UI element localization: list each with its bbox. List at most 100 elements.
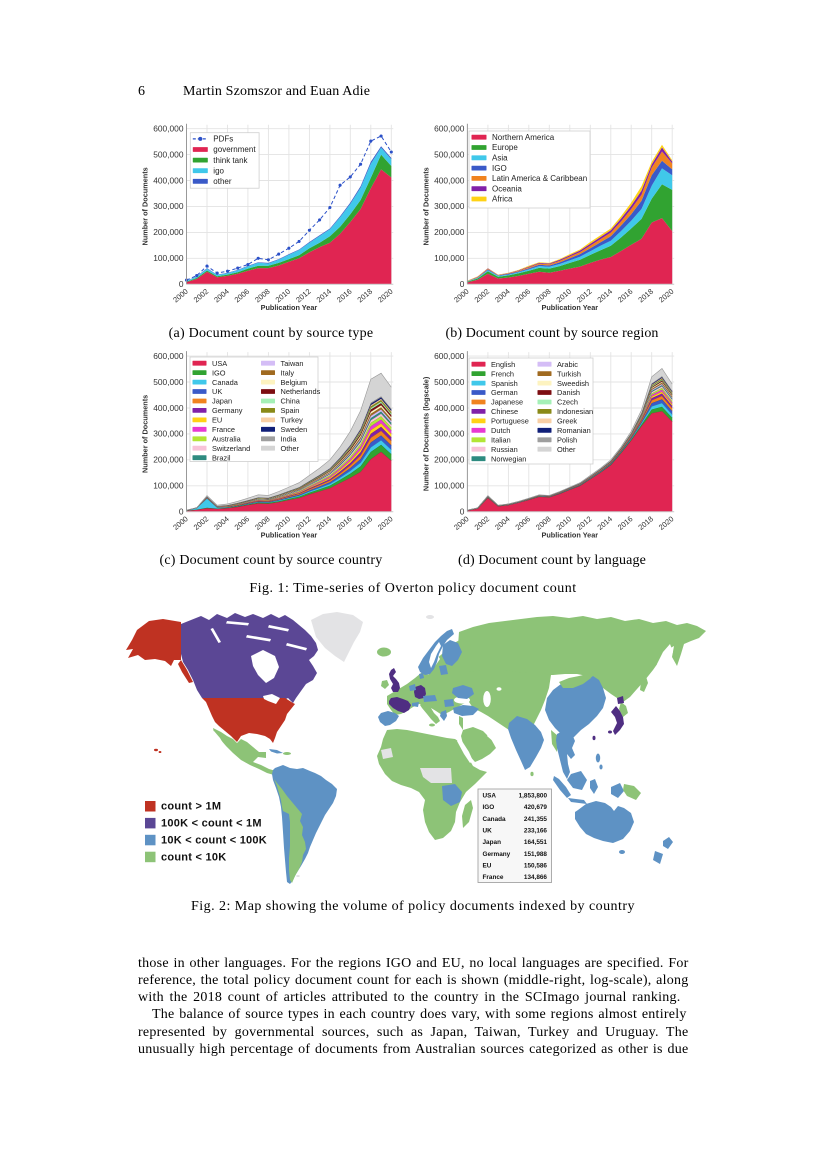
svg-text:IGO: IGO [483, 804, 495, 811]
svg-text:2010: 2010 [274, 514, 293, 532]
svg-text:500,000: 500,000 [434, 149, 465, 159]
svg-text:IGO: IGO [212, 368, 226, 377]
svg-text:Arabic: Arabic [557, 360, 578, 369]
svg-text:2018: 2018 [636, 514, 655, 532]
svg-text:2004: 2004 [212, 514, 231, 532]
svg-text:200,000: 200,000 [153, 227, 184, 237]
svg-text:Africa: Africa [492, 195, 513, 204]
svg-text:Germany: Germany [483, 851, 511, 858]
svg-text:count > 1M: count > 1M [161, 801, 221, 813]
svg-text:2006: 2006 [233, 287, 252, 305]
svg-text:French: French [491, 369, 514, 378]
svg-text:Europe: Europe [492, 143, 518, 152]
svg-text:200,000: 200,000 [434, 227, 465, 237]
svg-text:Oceania: Oceania [492, 184, 522, 193]
svg-text:164,551: 164,551 [524, 839, 548, 846]
svg-text:Germany: Germany [212, 406, 243, 415]
svg-text:Japan: Japan [483, 839, 502, 846]
svg-text:500,000: 500,000 [153, 377, 184, 387]
svg-text:2000: 2000 [171, 514, 190, 532]
svg-text:2004: 2004 [493, 287, 512, 305]
svg-text:0: 0 [460, 279, 465, 289]
svg-text:Brazil: Brazil [212, 453, 231, 462]
svg-text:Canada: Canada [212, 378, 239, 387]
svg-text:400,000: 400,000 [434, 403, 465, 413]
svg-text:Northern America: Northern America [492, 133, 555, 142]
svg-text:Sweedish: Sweedish [557, 379, 589, 388]
svg-text:government: government [213, 145, 256, 154]
svg-text:2002: 2002 [473, 287, 492, 305]
svg-text:2008: 2008 [253, 514, 272, 532]
svg-text:Netherlands: Netherlands [281, 387, 321, 396]
svg-text:500,000: 500,000 [153, 149, 184, 159]
svg-text:2016: 2016 [616, 514, 635, 532]
svg-text:Other: Other [281, 444, 300, 453]
svg-text:Spain: Spain [281, 406, 300, 415]
svg-text:Greek: Greek [557, 417, 577, 426]
svg-text:other: other [213, 177, 232, 186]
svg-text:2014: 2014 [315, 287, 334, 305]
svg-text:Turkish: Turkish [557, 369, 581, 378]
svg-text:Asia: Asia [492, 154, 508, 163]
svg-text:200,000: 200,000 [153, 455, 184, 465]
svg-text:2006: 2006 [514, 287, 533, 305]
svg-text:France: France [483, 874, 504, 881]
svg-text:300,000: 300,000 [153, 201, 184, 211]
svg-text:150,586: 150,586 [524, 862, 548, 869]
svg-text:400,000: 400,000 [153, 403, 184, 413]
svg-text:400,000: 400,000 [153, 175, 184, 185]
svg-text:600,000: 600,000 [434, 124, 465, 134]
svg-text:2016: 2016 [616, 287, 635, 305]
svg-text:Danish: Danish [557, 388, 580, 397]
svg-text:EU: EU [212, 416, 222, 425]
svg-text:Other: Other [557, 445, 576, 454]
svg-text:100,000: 100,000 [153, 481, 184, 491]
svg-text:2012: 2012 [294, 514, 313, 532]
svg-text:2000: 2000 [171, 287, 190, 305]
svg-text:2010: 2010 [274, 287, 293, 305]
svg-text:Latin America & Caribbean: Latin America & Caribbean [492, 174, 587, 183]
svg-text:2014: 2014 [596, 287, 615, 305]
svg-text:2002: 2002 [192, 287, 211, 305]
svg-text:Number of Documents: Number of Documents [141, 167, 150, 245]
svg-text:0: 0 [179, 507, 184, 517]
svg-text:Switzerland: Switzerland [212, 444, 250, 453]
svg-text:2020: 2020 [657, 287, 676, 305]
svg-text:Dutch: Dutch [491, 426, 510, 435]
svg-text:Italy: Italy [281, 368, 295, 377]
svg-text:Sweden: Sweden [281, 425, 308, 434]
svg-text:233,166: 233,166 [524, 827, 548, 834]
svg-text:2012: 2012 [575, 287, 594, 305]
svg-text:420,679: 420,679 [524, 804, 548, 811]
svg-text:2012: 2012 [575, 514, 594, 532]
svg-text:think tank: think tank [213, 156, 248, 165]
svg-text:2018: 2018 [356, 287, 375, 305]
svg-text:India: India [281, 435, 298, 444]
svg-text:2018: 2018 [636, 287, 655, 305]
svg-text:UK: UK [483, 827, 493, 834]
svg-text:2010: 2010 [555, 287, 574, 305]
svg-text:2004: 2004 [493, 514, 512, 532]
svg-text:2016: 2016 [335, 287, 354, 305]
svg-text:2020: 2020 [376, 514, 395, 532]
svg-text:400,000: 400,000 [434, 175, 465, 185]
svg-text:2018: 2018 [356, 514, 375, 532]
svg-text:Number of Documents (logscale): Number of Documents (logscale) [421, 376, 430, 491]
svg-text:200,000: 200,000 [434, 455, 465, 465]
svg-text:USA: USA [212, 359, 227, 368]
svg-text:Publication Year: Publication Year [261, 531, 318, 540]
svg-text:Taiwan: Taiwan [281, 359, 304, 368]
svg-text:2020: 2020 [657, 514, 676, 532]
svg-text:2006: 2006 [514, 514, 533, 532]
svg-text:Number of Documents: Number of Documents [141, 395, 150, 473]
svg-text:300,000: 300,000 [434, 201, 465, 211]
svg-text:Spanish: Spanish [491, 379, 518, 388]
svg-text:0: 0 [460, 507, 465, 517]
svg-text:100,000: 100,000 [434, 253, 465, 263]
svg-text:2014: 2014 [596, 514, 615, 532]
svg-text:Australia: Australia [212, 435, 242, 444]
svg-text:100,000: 100,000 [153, 253, 184, 263]
svg-text:2002: 2002 [192, 514, 211, 532]
svg-text:Indonesian: Indonesian [557, 407, 593, 416]
svg-text:Japan: Japan [212, 397, 232, 406]
